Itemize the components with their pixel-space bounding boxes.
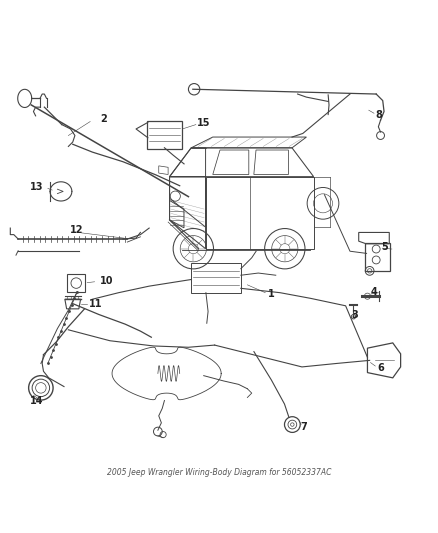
Text: 2: 2 [100,114,107,124]
Text: 8: 8 [375,110,382,120]
Text: 11: 11 [89,300,102,310]
Text: 2005 Jeep Wrangler Wiring-Body Diagram for 56052337AC: 2005 Jeep Wrangler Wiring-Body Diagram f… [107,468,331,477]
Text: 15: 15 [197,118,210,128]
Text: 7: 7 [300,422,307,432]
Text: 10: 10 [100,276,113,286]
Text: 4: 4 [371,287,378,297]
Text: 6: 6 [377,363,384,373]
Text: 13: 13 [30,182,44,192]
Text: 12: 12 [71,225,84,235]
Text: 5: 5 [381,242,389,252]
Text: 3: 3 [351,310,358,319]
Text: 1: 1 [268,289,275,299]
Text: 14: 14 [30,396,44,406]
